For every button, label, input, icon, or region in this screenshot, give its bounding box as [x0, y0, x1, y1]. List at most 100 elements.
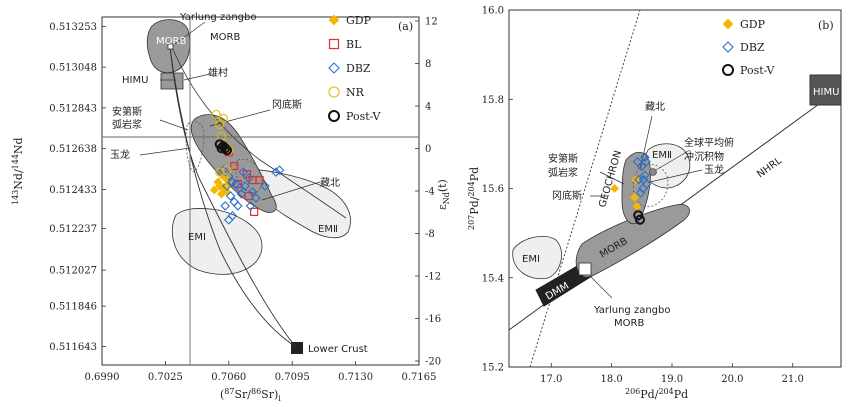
leader-yarlung-b	[589, 275, 613, 299]
x-tick-label: 0.7060	[211, 372, 246, 383]
legend-marker-gdp	[328, 14, 340, 26]
y2-tick-label: -20	[425, 357, 441, 368]
y-tick-label: 0.511846	[49, 302, 97, 313]
data-point-post-v	[220, 143, 231, 154]
data-point-dbz	[243, 173, 254, 183]
data-point-dbz	[224, 215, 234, 225]
legend-marker-post-v	[328, 110, 340, 122]
data-point-nr	[218, 175, 228, 185]
annotation-emi-a: EMⅠ	[188, 232, 206, 243]
y-tick-label: 0.513253	[49, 22, 97, 33]
x-tick-label: 0.7095	[275, 372, 310, 383]
legend-label: Post-V	[740, 64, 776, 77]
data-point-dbz	[260, 181, 270, 191]
legend-marker-bl	[328, 38, 340, 50]
legend-label: NR	[346, 86, 365, 99]
data-point-dbz	[641, 156, 651, 167]
leader-yarlung-a	[174, 21, 206, 45]
panel-a-y-ticks: 0.511643 0.511846 0.512027 0.512237 0.512433…	[49, 22, 106, 353]
y2-tick-label: 12	[425, 17, 438, 28]
panel-b-frame	[508, 9, 842, 368]
annotation-sediment-1: 全球平均俯	[684, 136, 734, 149]
data-point-gdp	[610, 184, 620, 193]
panel-b-xlabel: 206Pd/204Pd	[625, 387, 688, 401]
data-point-gdp	[632, 201, 642, 211]
data-point-bl	[230, 162, 239, 171]
data-point-dbz	[238, 167, 249, 177]
data-point-dbz	[233, 201, 243, 211]
annotation-himu-b: HIMU	[813, 87, 839, 98]
annotation-yarlung-b: Yarlung zangbo	[593, 305, 670, 316]
legend-label: BL	[346, 38, 362, 51]
y-tick-label: 0.512843	[49, 103, 97, 114]
data-point-post-v	[216, 143, 227, 154]
annotation-gangdese-a: 冈底斯	[272, 98, 302, 111]
annotation-zangbei-a: 藏北	[320, 177, 340, 189]
field-zangbei-b	[621, 152, 651, 225]
field-andes-a	[185, 121, 205, 173]
data-point-dbz	[240, 181, 250, 191]
field-himu-a	[160, 72, 184, 90]
leader-xiongcun-a	[183, 73, 211, 81]
data-point-dbz	[251, 193, 261, 203]
data-point-dbz	[274, 165, 285, 175]
x-tick-label: 21.0	[782, 374, 804, 385]
panel-b-points	[610, 152, 652, 225]
panel-b-y-ticks: 15.2 15.4 15.6 15.8 16.0	[482, 6, 513, 374]
annotation-emi-b: EMⅠ	[522, 254, 540, 265]
data-point-bl	[255, 175, 264, 185]
x-tick-label: 17.0	[540, 374, 562, 385]
leader-yulong-a	[139, 147, 191, 156]
legend-marker-dbz	[722, 41, 734, 53]
data-point-dbz	[640, 170, 650, 180]
y-tick-label: 0.513048	[49, 63, 97, 74]
annotation-zangbei-b: 藏北	[645, 101, 665, 113]
data-point-dbz	[271, 167, 281, 177]
data-point-dbz	[222, 181, 232, 191]
panel-a: (a) Yarlung zangbo MORB HIMU 雄村 冈底斯 安第斯	[11, 12, 451, 403]
y-tick-label: 15.8	[482, 95, 504, 106]
annotation-yarlung-a: Yarlung zangbo	[179, 12, 256, 23]
field-emi-b	[512, 236, 562, 280]
data-point-dbz	[225, 191, 236, 201]
data-point-bl	[250, 207, 259, 216]
y-tick-label: 0.512237	[49, 224, 97, 235]
annotation-yulong-b: 玉龙	[704, 163, 724, 176]
legend-label: DBZ	[740, 41, 765, 54]
annotation-gangdese-b: 冈底斯	[552, 189, 582, 202]
data-point-dbz	[224, 171, 234, 181]
leader-yulong-b	[649, 169, 703, 183]
leader-andes-a	[159, 119, 189, 131]
data-point-nr	[211, 109, 221, 119]
leader-andes-b	[599, 171, 625, 185]
data-point-dbz	[245, 201, 256, 211]
x-tick-label: 19.0	[661, 374, 683, 385]
y-tick-label: 0.512638	[49, 144, 97, 155]
y-tick-label: 0.511643	[49, 342, 97, 353]
annotation-himu-a: HIMU	[122, 75, 148, 86]
data-point-gdp	[209, 185, 219, 195]
y2-tick-label: -4	[425, 187, 435, 198]
leader-zangbei-a	[261, 181, 321, 201]
panel-b-ylabel: 207Pd/204Pd	[467, 167, 481, 230]
data-point-dbz	[220, 201, 230, 211]
panel-b: (b) GEOCHRON NHRL 藏北 全球平均俯 冲沉积物 玉龙 安第斯 弧…	[467, 6, 842, 401]
y-tick-label: 15.6	[482, 184, 504, 195]
mixing-curve-a1	[169, 46, 297, 348]
data-point-gdp	[213, 177, 223, 187]
data-point-nr	[222, 165, 232, 175]
y-tick-label: 15.2	[482, 363, 504, 374]
data-point-dbz	[635, 188, 646, 198]
x-tick-label: 0.7165	[402, 372, 437, 383]
x-tick-label: 0.7025	[148, 372, 183, 383]
y-tick-label: 15.4	[482, 273, 504, 284]
data-point-gdp	[631, 175, 641, 184]
y2-tick-label: -16	[425, 314, 441, 325]
morb-marker-a	[167, 43, 174, 50]
y2-tick-label: 0	[425, 144, 431, 155]
x-tick-label: 0.6990	[85, 372, 120, 383]
legend-label: GDP	[346, 14, 372, 27]
data-point-dbz	[640, 152, 650, 163]
annotation-arc-magma-a: 弧岩浆	[112, 118, 142, 131]
data-point-bl	[242, 169, 252, 179]
